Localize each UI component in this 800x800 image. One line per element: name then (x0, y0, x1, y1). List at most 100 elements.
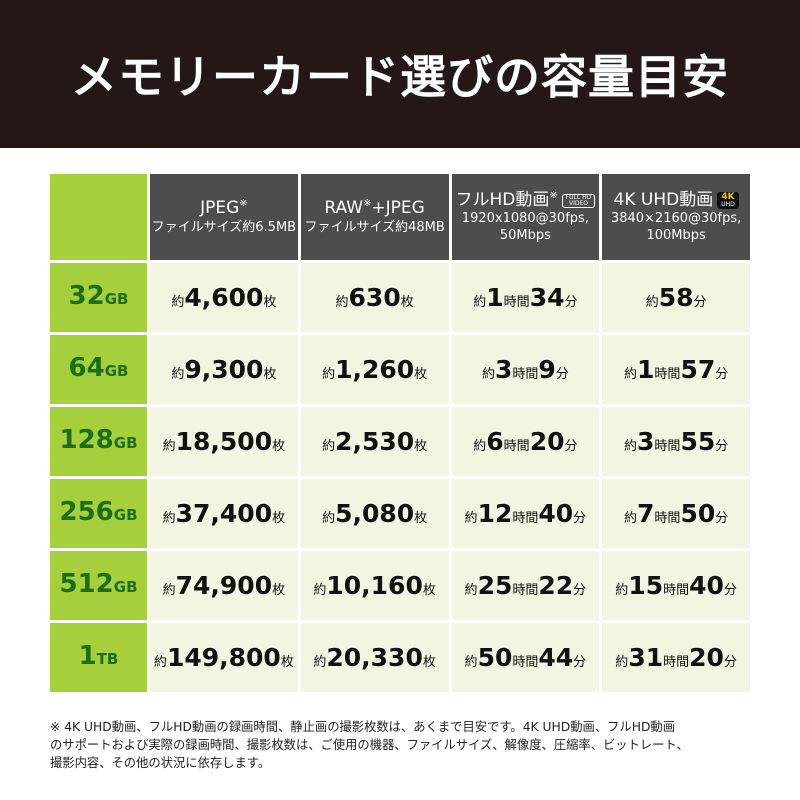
cell-number: 37,400 (175, 499, 273, 528)
cell-number: 20,330 (326, 643, 423, 672)
note-mark: ※ (239, 198, 248, 210)
cell-text: 分 (564, 295, 578, 310)
column-title-text: 4K UHD動画 (613, 190, 714, 211)
cell-text: 時間 (503, 439, 530, 454)
table-cell: 約 3 時間 55 分 (602, 407, 750, 476)
cell-text: 分 (723, 583, 737, 598)
note-mark: ※ (549, 190, 558, 202)
cell-text: 分 (555, 367, 569, 382)
cell-number: 6 (486, 427, 504, 456)
badge-text: VIDEO (569, 199, 589, 207)
cell-text: 時間 (654, 439, 681, 454)
table-cell: 約 149,800 枚 (150, 623, 298, 692)
cell-text: 約 (171, 295, 185, 310)
capacity-label: GB (104, 290, 129, 308)
cell-text: 約 (624, 367, 638, 382)
cell-text: 枚 (422, 583, 436, 598)
cell-number: 5,080 (335, 499, 415, 528)
cell-text: 枚 (414, 511, 428, 526)
cell-number: 20 (689, 643, 724, 672)
cell-number: 1 (637, 355, 655, 384)
column-title: RAW ※ +JPEG (324, 198, 424, 219)
cell-number: 40 (689, 571, 724, 600)
column-title: 4K UHD動画 4K UHD (614, 190, 739, 211)
cell-text: 約 (322, 439, 336, 454)
cell-number: 10,160 (326, 571, 423, 600)
row-header: 512 GB (50, 551, 147, 620)
table-cell: 約 50 時間 44 分 (451, 623, 600, 692)
cell-text: 枚 (280, 655, 294, 670)
cell-text: 約 (162, 583, 176, 598)
cell-text: 約 (162, 511, 176, 526)
row-header: 256 GB (50, 479, 147, 548)
row-header: 128 GB (50, 407, 147, 476)
cell-text: 分 (693, 295, 707, 310)
cell-text: 約 (464, 583, 478, 598)
table-cell: 約 5,080 枚 (300, 479, 449, 548)
table-cell: 約 31 時間 20 分 (602, 623, 750, 692)
cell-text: 分 (723, 655, 737, 670)
table-cell: 約 9,300 枚 (150, 335, 298, 404)
table-cell: 約 1 時間 34 分 (451, 263, 600, 332)
table-cell: 約 15 時間 40 分 (602, 551, 750, 620)
cell-number: 20 (529, 427, 565, 456)
footnote-line: ※ 4K UHD動画、フルHD動画の録画時間、静止画の撮影枚数は、あくまで目安で… (50, 720, 676, 734)
badge-text: 4K (721, 192, 735, 203)
table-cell: 約 1,260 枚 (300, 335, 449, 404)
cell-text: 枚 (272, 439, 286, 454)
cell-text: 枚 (272, 511, 286, 526)
column-title: JPEG ※ (200, 198, 248, 219)
capacity-label: 128 (59, 425, 114, 455)
cell-text: 分 (715, 367, 729, 382)
cell-number: 630 (348, 283, 401, 312)
column-subtitle: 50Mbps (499, 227, 551, 243)
cell-number: 34 (529, 283, 565, 312)
capacity-label: 32 (68, 281, 105, 311)
badge-text: FULL HD (565, 193, 592, 201)
cell-text: 約 (464, 511, 478, 526)
capacity-label: 512 (59, 569, 114, 599)
cell-text: 約 (645, 295, 659, 310)
table-cell: 約 74,900 枚 (150, 551, 298, 620)
column-title-text: JPEG (200, 198, 240, 219)
column-header: 4K UHD動画 4K UHD 3840×2160@30fps, 100Mbps (602, 174, 750, 260)
cell-text: 枚 (400, 295, 414, 310)
cell-text: 枚 (272, 583, 286, 598)
cell-text: 時間 (512, 367, 539, 382)
table-cell: 約 2,530 枚 (300, 407, 449, 476)
cell-number: 9,300 (184, 355, 264, 384)
cell-text: 枚 (414, 439, 428, 454)
cell-number: 4,600 (184, 283, 264, 312)
cell-text: 時間 (654, 367, 681, 382)
cell-text: 約 (171, 367, 185, 382)
column-subtitle: 100Mbps (646, 227, 706, 243)
column-header: JPEG ※ ファイルサイズ約6.5MB (150, 174, 298, 260)
cell-number: 1 (486, 283, 504, 312)
column-subtitle: 1920x1080@30fps, (461, 211, 589, 227)
cell-text: 時間 (663, 583, 690, 598)
cell-number: 7 (637, 499, 655, 528)
corner-cell (50, 174, 147, 260)
cell-text: 約 (615, 583, 629, 598)
cell-number: 18,500 (175, 427, 273, 456)
cell-number: 15 (628, 571, 664, 600)
capacity-table: JPEG ※ ファイルサイズ約6.5MB RAW ※ +JPEG ファイルサイズ約48MB フ… (50, 174, 750, 692)
cell-text: 時間 (512, 511, 539, 526)
column-title-text: +JPEG (371, 198, 425, 219)
cell-number: 50 (477, 643, 513, 672)
cell-text: 分 (573, 511, 587, 526)
column-subtitle: 3840×2160@30fps, (610, 211, 742, 227)
format-badge: FULL HD VIDEO (561, 193, 596, 208)
cell-text: 約 (615, 655, 629, 670)
column-title-text: フルHD動画 (455, 190, 550, 211)
cell-number: 22 (538, 571, 574, 600)
capacity-label: GB (104, 362, 129, 380)
cell-text: 時間 (512, 655, 539, 670)
cell-text: 約 (322, 367, 336, 382)
cell-text: 約 (335, 295, 349, 310)
cell-number: 3 (637, 427, 655, 456)
capacity-label: 256 (59, 497, 114, 527)
note-mark: ※ (363, 198, 372, 210)
cell-text: 枚 (263, 367, 277, 382)
